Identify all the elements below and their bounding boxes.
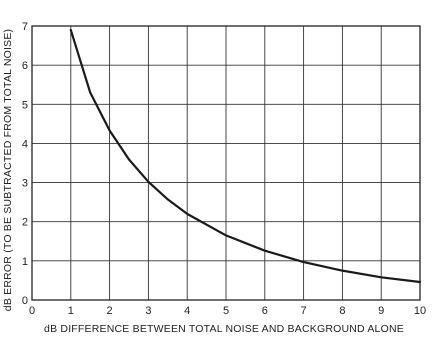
x-tick-label-0: 0	[29, 305, 35, 317]
x-tick-label-9: 9	[378, 305, 384, 317]
x-tick-label-4: 4	[184, 305, 190, 317]
y-tick-label-6: 6	[22, 60, 28, 72]
x-tick-label-1: 1	[68, 305, 74, 317]
x-tick-label-10: 10	[414, 305, 426, 317]
y-tick-label-3: 3	[22, 178, 28, 190]
plot-frame	[31, 25, 421, 301]
x-tick-label-7: 7	[301, 305, 307, 317]
y-tick-label-4: 4	[22, 138, 28, 150]
x-tick-label-5: 5	[223, 305, 229, 317]
y-tick-label-0: 0	[22, 295, 28, 307]
y-tick-label-1: 1	[22, 256, 28, 268]
y-tick-label-7: 7	[22, 21, 28, 33]
series-layer	[69, 28, 422, 284]
grid	[32, 26, 420, 300]
x-tick-label-2: 2	[107, 305, 113, 317]
y-tick-label-5: 5	[22, 99, 28, 111]
x-tick-label-8: 8	[339, 305, 345, 317]
x-tick-labels: 0 1 2 3 4 5 6 7 8 9 10	[29, 305, 426, 317]
series-line-0	[69, 28, 422, 284]
y-tick-label-2: 2	[22, 217, 28, 229]
y-tick-labels: 0 1 2 3 4 5 6 7	[22, 21, 28, 307]
x-tick-label-3: 3	[145, 305, 151, 317]
plot-border	[31, 25, 421, 301]
x-tick-label-6: 6	[262, 305, 268, 317]
x-axis-label: dB DIFFERENCE BETWEEN TOTAL NOISE AND BA…	[44, 323, 404, 335]
y-axis-label: dB ERROR (TO BE SUBTRACTED FROM TOTAL NO…	[2, 29, 14, 311]
